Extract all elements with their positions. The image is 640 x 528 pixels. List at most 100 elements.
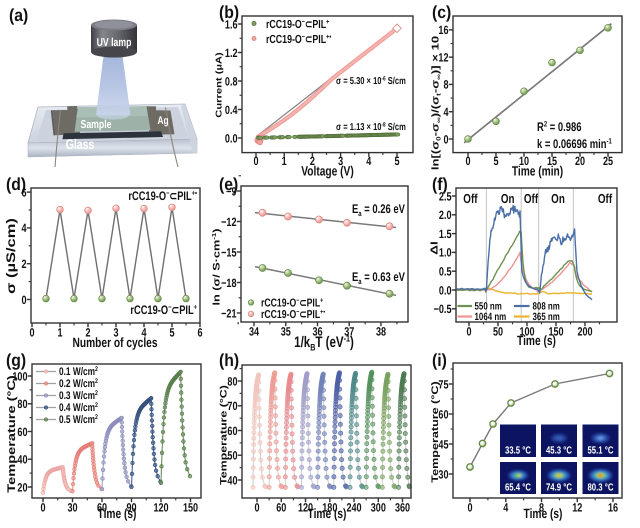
svg-text:45: 45 <box>438 437 448 451</box>
svg-text:ln[(σ0-σ∞)/(σt-σ∞)] × 10: ln[(σ0-σ∞)/(σt-σ∞)] × 10 <box>429 36 442 170</box>
svg-text:(g): (g) <box>6 350 26 370</box>
svg-text:70: 70 <box>227 399 237 413</box>
svg-text:rCC19-O−⊂PIL+•: rCC19-O−⊂PIL+• <box>261 308 326 321</box>
svg-text:Time (min): Time (min) <box>512 164 563 179</box>
svg-text:R2 = 0.986: R2 = 0.986 <box>537 120 582 134</box>
svg-text:3: 3 <box>338 154 343 168</box>
svg-text:−9: −9 <box>226 184 237 198</box>
svg-text:0.4: 0.4 <box>225 103 238 117</box>
svg-text:4: 4 <box>443 105 448 119</box>
svg-text:35: 35 <box>281 325 291 339</box>
svg-text:−18: −18 <box>221 276 237 290</box>
svg-text:16: 16 <box>608 501 618 515</box>
svg-text:−21: −21 <box>221 306 237 320</box>
svg-text:0: 0 <box>253 154 258 168</box>
svg-text:200: 200 <box>577 325 592 339</box>
svg-text:60: 60 <box>276 501 286 515</box>
svg-text:Time (s): Time (s) <box>98 506 137 521</box>
svg-text:38: 38 <box>376 325 386 339</box>
svg-text:15: 15 <box>547 154 557 168</box>
svg-text:4: 4 <box>503 501 508 515</box>
svg-text:2: 2 <box>21 257 26 271</box>
svg-text:rCC19-O−⊂PIL+•: rCC19-O−⊂PIL+• <box>128 189 197 203</box>
svg-text:5: 5 <box>394 154 399 168</box>
svg-text:(f): (f) <box>432 174 448 194</box>
svg-text:0: 0 <box>465 154 470 168</box>
svg-text:60: 60 <box>17 425 27 439</box>
svg-text:90: 90 <box>126 501 136 515</box>
svg-text:6: 6 <box>21 185 26 199</box>
svg-text:−12: −12 <box>221 215 237 229</box>
svg-text:50: 50 <box>227 449 237 463</box>
svg-text:3: 3 <box>113 326 118 340</box>
svg-text:100: 100 <box>12 369 27 383</box>
svg-text:12: 12 <box>572 501 582 515</box>
svg-text:0.0: 0.0 <box>225 131 238 145</box>
svg-text:36: 36 <box>312 325 322 339</box>
svg-text:360: 360 <box>395 501 410 515</box>
svg-text:Off: Off <box>463 191 478 206</box>
svg-text:16: 16 <box>438 23 448 37</box>
svg-text:8: 8 <box>443 78 448 92</box>
svg-text:Sample: Sample <box>81 119 112 131</box>
svg-text:rCC19-O−⊂PIL+•: rCC19-O−⊂PIL+• <box>266 32 332 46</box>
svg-text:40: 40 <box>227 473 237 487</box>
svg-text:−0.5: −0.5 <box>434 302 452 316</box>
svg-text:0.5: 0.5 <box>439 265 452 279</box>
svg-text:Off: Off <box>598 191 613 206</box>
svg-text:(h): (h) <box>219 350 239 370</box>
svg-text:74.9 °C: 74.9 °C <box>546 483 572 494</box>
svg-text:50: 50 <box>493 325 503 339</box>
svg-text:UV lamp: UV lamp <box>97 37 132 49</box>
svg-text:Off: Off <box>524 191 539 206</box>
svg-text:Glass: Glass <box>66 136 95 152</box>
svg-text:65.4 °C: 65.4 °C <box>505 483 531 494</box>
svg-text:80.3 °C: 80.3 °C <box>587 483 613 494</box>
svg-text:8: 8 <box>539 501 544 515</box>
svg-text:Temperature (°C): Temperature (°C) <box>430 381 441 482</box>
svg-text:Ea = 0.26 eV: Ea = 0.26 eV <box>352 202 405 218</box>
svg-text:0: 0 <box>443 132 448 146</box>
svg-text:Ag: Ag <box>157 115 168 127</box>
svg-text:0: 0 <box>254 501 259 515</box>
svg-text:On: On <box>501 191 515 206</box>
svg-text:120: 120 <box>153 501 168 515</box>
svg-text:rCC19-O−⊂PIL+: rCC19-O−⊂PIL+ <box>261 297 323 310</box>
svg-text:180: 180 <box>322 501 337 515</box>
svg-text:Temperature (°C): Temperature (°C) <box>218 385 229 485</box>
svg-text:808 nm: 808 nm <box>533 301 560 313</box>
svg-text:75: 75 <box>438 377 448 391</box>
svg-text:Ea = 0.63 eV: Ea = 0.63 eV <box>352 270 405 286</box>
svg-text:0: 0 <box>467 501 472 515</box>
svg-text:150: 150 <box>183 501 198 515</box>
svg-text:37: 37 <box>344 325 354 339</box>
svg-text:Current (µA): Current (µA) <box>215 52 224 118</box>
svg-text:Voltage (V): Voltage (V) <box>301 164 353 179</box>
svg-text:20: 20 <box>575 154 585 168</box>
svg-text:0: 0 <box>21 293 26 307</box>
svg-text:(e): (e) <box>219 174 238 194</box>
svg-text:1: 1 <box>282 154 287 168</box>
svg-text:Number of cycles: Number of cycles <box>73 335 158 350</box>
svg-text:k = 0.06696 min-1: k = 0.06696 min-1 <box>537 137 612 151</box>
svg-text:0: 0 <box>40 501 45 515</box>
svg-text:80: 80 <box>227 374 237 388</box>
svg-text:1.5: 1.5 <box>439 227 452 241</box>
svg-text:5: 5 <box>493 154 498 168</box>
svg-text:100: 100 <box>519 325 534 339</box>
svg-text:12: 12 <box>438 50 448 64</box>
svg-text:2: 2 <box>310 154 315 168</box>
svg-text:(a): (a) <box>9 5 28 25</box>
svg-text:5: 5 <box>169 326 174 340</box>
svg-text:2.5: 2.5 <box>439 189 452 203</box>
svg-text:1.0: 1.0 <box>439 246 452 260</box>
svg-text:σ = 5.30 × 10-6 S/cm: σ = 5.30 × 10-6 S/cm <box>336 76 406 88</box>
svg-text:4: 4 <box>21 221 26 235</box>
svg-text:25: 25 <box>603 154 613 168</box>
svg-text:(c): (c) <box>432 2 451 22</box>
svg-text:4: 4 <box>141 326 146 340</box>
svg-text:Time (s): Time (s) <box>524 506 563 521</box>
svg-text:120: 120 <box>298 501 313 515</box>
svg-text:0.2 W/cm2: 0.2 W/cm2 <box>59 378 98 390</box>
svg-text:rCC19-O−⊂PIL+: rCC19-O−⊂PIL+ <box>130 303 197 317</box>
